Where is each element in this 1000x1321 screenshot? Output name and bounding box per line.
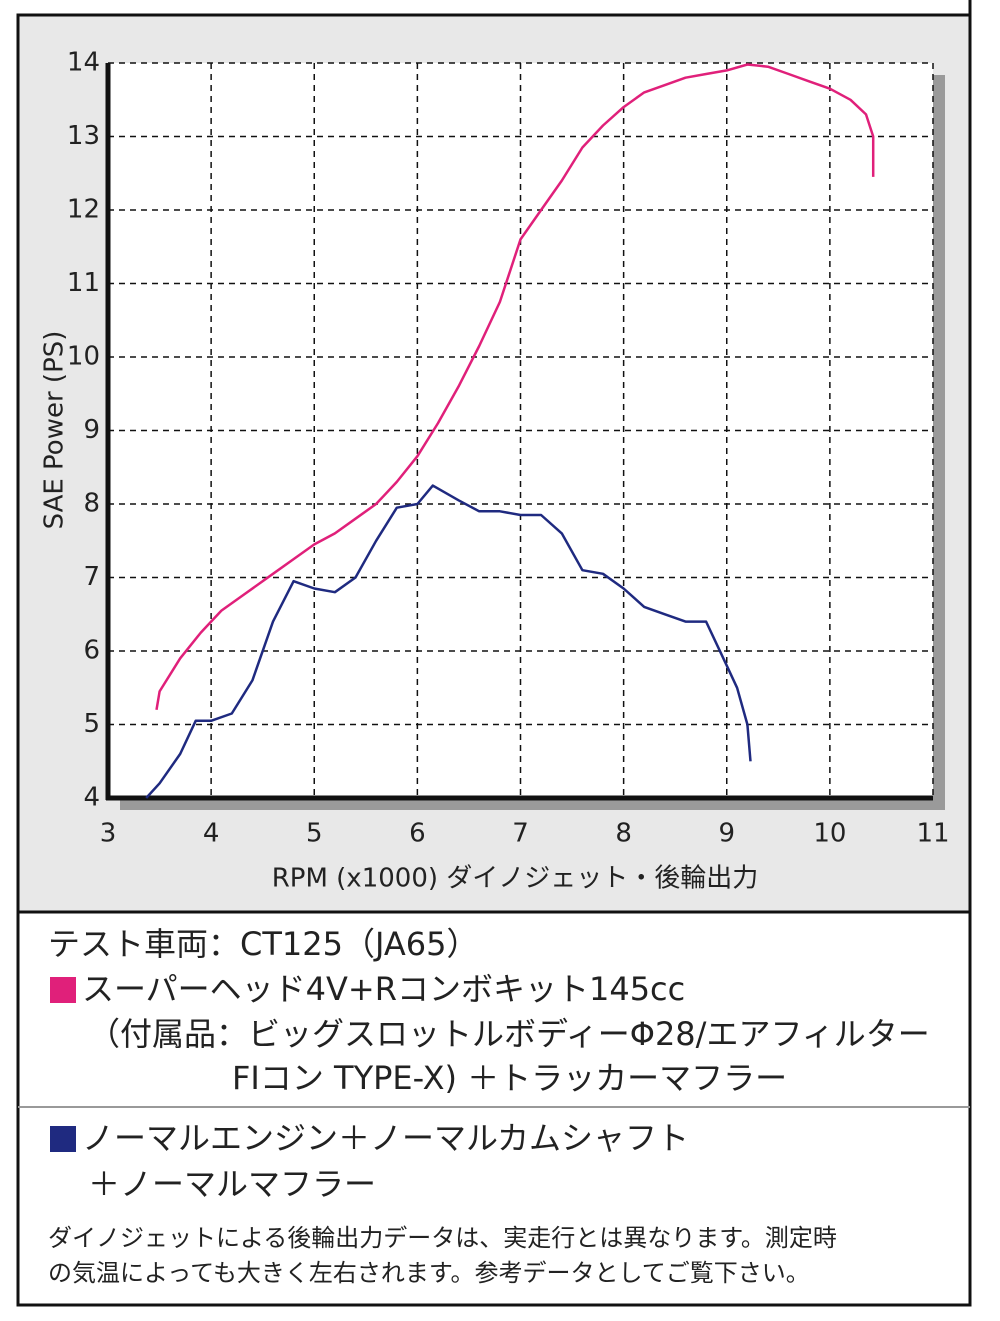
x-tick-label: 10 [813, 819, 846, 849]
legend-label: ノーマルエンジン＋ノーマルカムシャフト [82, 1119, 689, 1157]
series-line [155, 63, 875, 711]
y-tick-label: 5 [83, 709, 100, 739]
legend-swatch [50, 977, 76, 1003]
legend-detail: FIコン TYPE-X) ＋トラッカーマフラー [232, 1059, 787, 1097]
y-tick-label: 11 [67, 268, 100, 298]
y-tick-label: 6 [83, 636, 100, 666]
y-tick-label: 10 [67, 342, 100, 372]
legend-swatch [50, 1126, 76, 1152]
footnote: ダイノジェットによる後輪出力データは、実走行とは異なります。測定時 [48, 1224, 837, 1252]
y-tick-label: 9 [83, 415, 100, 445]
x-tick-label: 5 [306, 819, 323, 849]
x-tick-label: 11 [916, 819, 949, 849]
x-tick-label: 9 [718, 819, 735, 849]
y-axis-title: SAE Power (PS) [40, 331, 70, 530]
y-tick-label: 7 [83, 562, 100, 592]
footnote: の気温によっても大きく左右されます。参考データとしてご覧下さい。 [48, 1259, 810, 1287]
y-tick-label: 8 [83, 489, 100, 519]
frame [16, 13, 972, 1307]
x-tick-label: 3 [100, 819, 117, 849]
x-tick-label: 8 [615, 819, 632, 849]
legend-detail: ＋ノーマルマフラー [88, 1165, 376, 1203]
test-vehicle: テスト車両：CT125（JA65） [48, 925, 478, 963]
series-line [145, 484, 752, 799]
legend-label: スーパーヘッド4V+Rコンボキット145cc [82, 970, 685, 1008]
x-axis-title: RPM (x1000) ダイノジェット・後輪出力 [272, 864, 759, 894]
y-tick-label: 14 [67, 48, 100, 78]
x-tick-label: 4 [203, 819, 220, 849]
x-tick-label: 7 [512, 819, 529, 849]
x-tick-label: 6 [409, 819, 426, 849]
legend-detail: （付属品：ビッグスロットルボディーΦ28/エアフィルター [88, 1015, 930, 1053]
y-tick-label: 4 [83, 783, 100, 813]
y-tick-label: 13 [67, 121, 100, 151]
y-tick-label: 12 [67, 195, 100, 225]
